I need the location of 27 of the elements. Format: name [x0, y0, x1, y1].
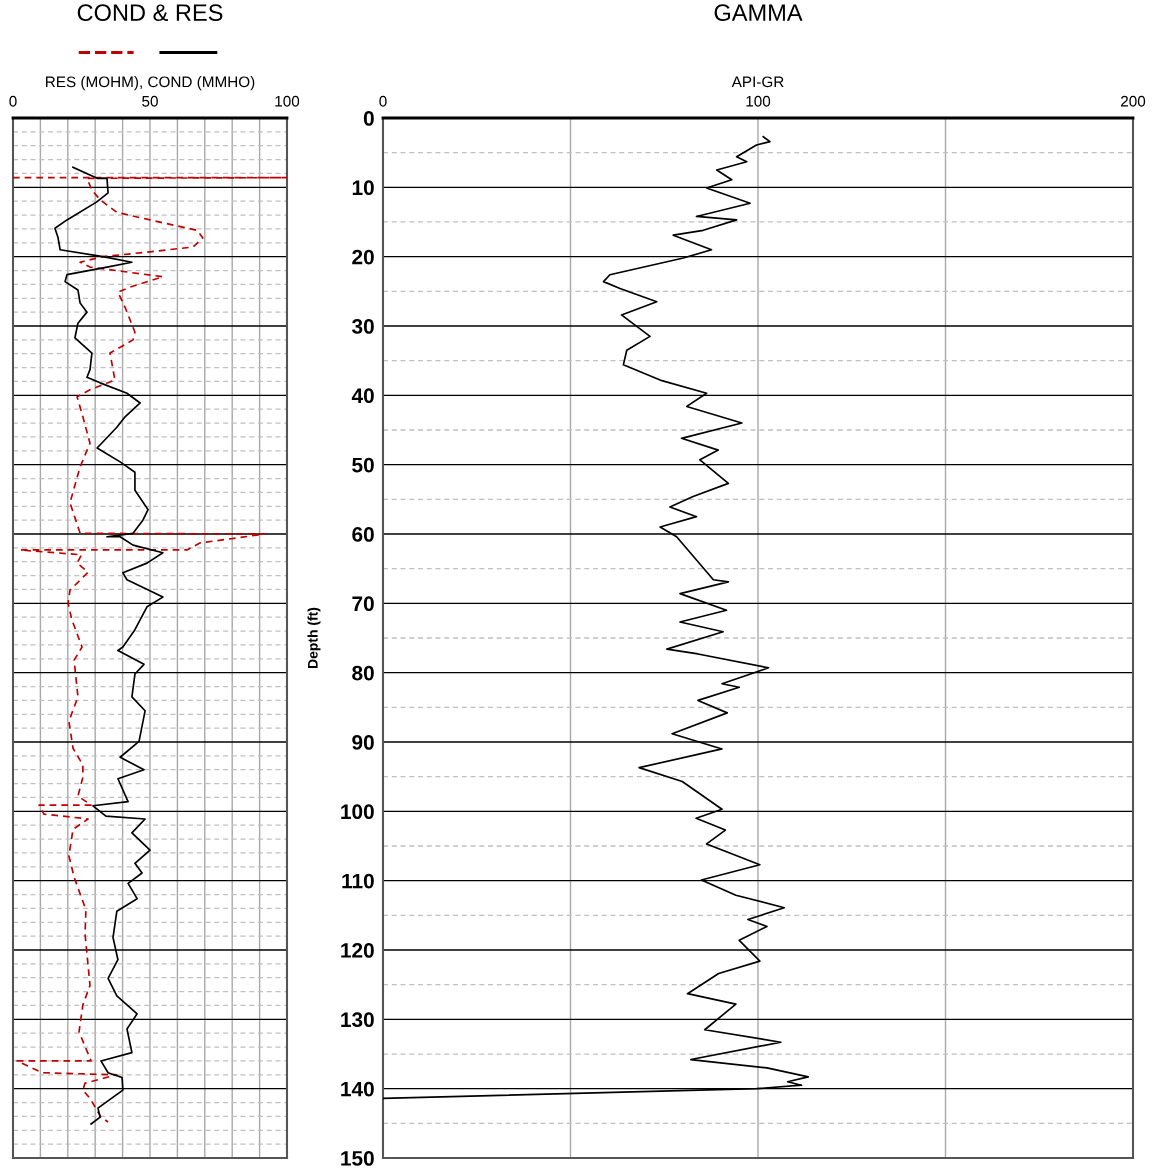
y-tick-label: 10: [352, 180, 374, 196]
y-tick-label: 30: [351, 319, 374, 334]
y-tick-label: 120: [341, 943, 374, 958]
y-tick-label: 60: [352, 527, 374, 542]
x-axis-title: RES (MOHM), COND (MMHO): [46, 76, 255, 91]
chart-title: GAMMA: [714, 4, 803, 22]
y-tick-label: 100: [341, 804, 374, 820]
y-tick-label: 140: [341, 1081, 374, 1097]
x-tick-label: 200: [1121, 95, 1146, 107]
y-tick-label: 50: [352, 457, 374, 473]
y-tick-label: 130: [341, 1012, 374, 1028]
x-tick-label: 100: [746, 95, 771, 107]
y-axis-title: Depth (ft): [307, 607, 321, 668]
x-tick-label: 100: [275, 95, 300, 107]
y-tick-label: 110: [342, 873, 374, 889]
y-tick-label: 70: [352, 596, 374, 612]
y-tick-label: 150: [341, 1151, 374, 1166]
x-tick-label: 50: [142, 95, 158, 107]
y-tick-label: 80: [352, 665, 374, 681]
x-axis-title: API-GR: [731, 76, 784, 88]
x-tick-label: 0: [379, 95, 387, 107]
y-tick-label: 0: [363, 111, 374, 126]
x-tick-label: 0: [9, 95, 17, 107]
y-tick-label: 20: [352, 249, 374, 265]
chart-title: COND & RES: [77, 4, 223, 22]
y-tick-label: 40: [351, 388, 374, 404]
y-tick-label: 90: [352, 735, 374, 750]
